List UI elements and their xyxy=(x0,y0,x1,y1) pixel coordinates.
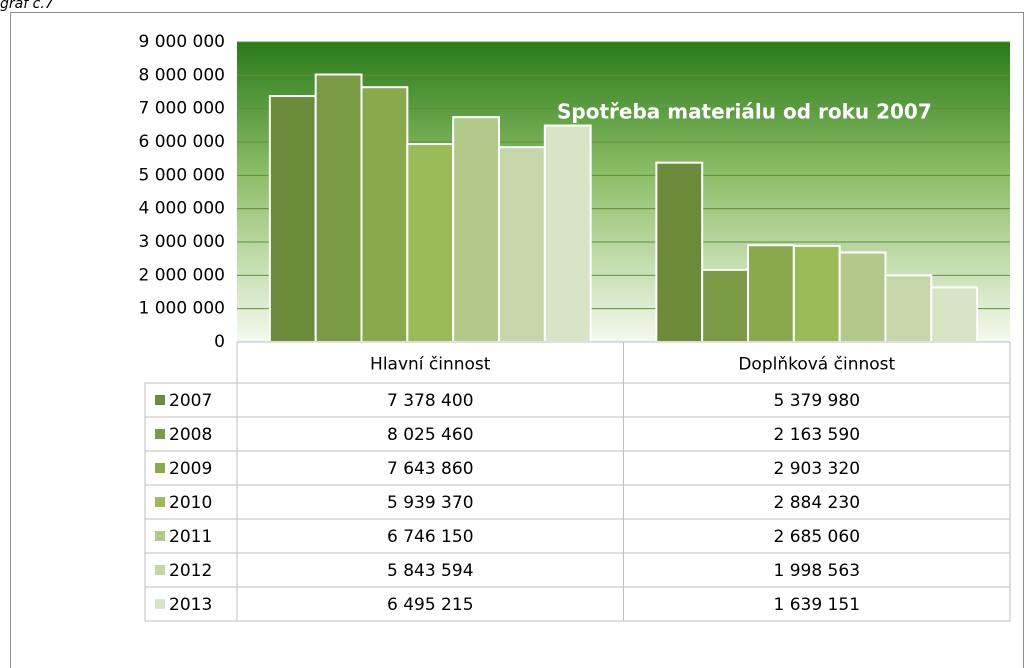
bar xyxy=(747,244,795,344)
y-tick-label: 4 000 000 xyxy=(138,199,225,219)
table-cell xyxy=(623,586,1011,622)
legend-swatch xyxy=(155,463,165,473)
data-label: 6 746 150 xyxy=(387,527,474,547)
bar xyxy=(884,274,933,343)
legend-label: 2012 xyxy=(169,561,212,581)
y-tick-label: 6 000 000 xyxy=(138,132,225,152)
y-tick-label: 9 000 000 xyxy=(138,32,225,52)
bar xyxy=(930,286,979,343)
data-label: 2 884 230 xyxy=(773,493,860,513)
y-tick-label: 7 000 000 xyxy=(138,99,225,119)
data-label: 2 685 060 xyxy=(773,527,860,547)
bar xyxy=(497,146,546,343)
bar xyxy=(655,161,704,343)
bar xyxy=(838,251,887,343)
data-label: 1 998 563 xyxy=(773,561,860,581)
bar xyxy=(314,73,363,343)
bar xyxy=(701,268,750,344)
data-label: 7 378 400 xyxy=(387,391,474,411)
data-label: 5 843 594 xyxy=(387,561,474,581)
data-label: 8 025 460 xyxy=(387,425,474,445)
legend-swatch xyxy=(155,395,165,405)
data-label: 7 643 860 xyxy=(387,459,474,479)
y-tick-label: 8 000 000 xyxy=(138,65,225,85)
y-tick-label: 3 000 000 xyxy=(138,232,225,252)
legend-swatch xyxy=(155,599,165,609)
y-tick-label: 1 000 000 xyxy=(138,299,225,319)
legend-label: 2008 xyxy=(169,425,212,445)
legend-swatch xyxy=(155,497,165,507)
data-label: 5 939 370 xyxy=(387,493,474,513)
data-label: 1 639 151 xyxy=(773,595,860,615)
y-tick-label: 2 000 000 xyxy=(138,265,225,285)
chart-title: Spotřeba materiálu od roku 2007 xyxy=(557,100,932,124)
data-label: 2 903 320 xyxy=(773,459,860,479)
legend-label: 2010 xyxy=(169,493,212,513)
legend-label: 2009 xyxy=(169,459,212,479)
bar xyxy=(360,86,409,343)
data-label: 5 379 980 xyxy=(773,391,860,411)
bar xyxy=(792,244,841,343)
bar xyxy=(268,95,317,344)
legend-swatch xyxy=(155,531,165,541)
data-label: 2 163 590 xyxy=(773,425,860,445)
bar xyxy=(452,116,500,344)
y-tick-label: 5 000 000 xyxy=(138,165,225,185)
legend-label: 2013 xyxy=(169,595,212,615)
legend-label: 2007 xyxy=(169,391,212,411)
data-label: 6 495 215 xyxy=(387,595,474,615)
legend-label: 2011 xyxy=(169,527,212,547)
legend-swatch xyxy=(155,429,165,439)
y-tick-label: 0 xyxy=(214,332,225,352)
x-tick-label: Hlavní činnost xyxy=(370,355,491,375)
bar xyxy=(406,143,455,343)
caption: graf č.7 xyxy=(0,0,54,12)
legend-swatch xyxy=(155,565,165,575)
bar xyxy=(543,124,592,344)
x-tick-label: Doplňková činnost xyxy=(738,355,895,375)
